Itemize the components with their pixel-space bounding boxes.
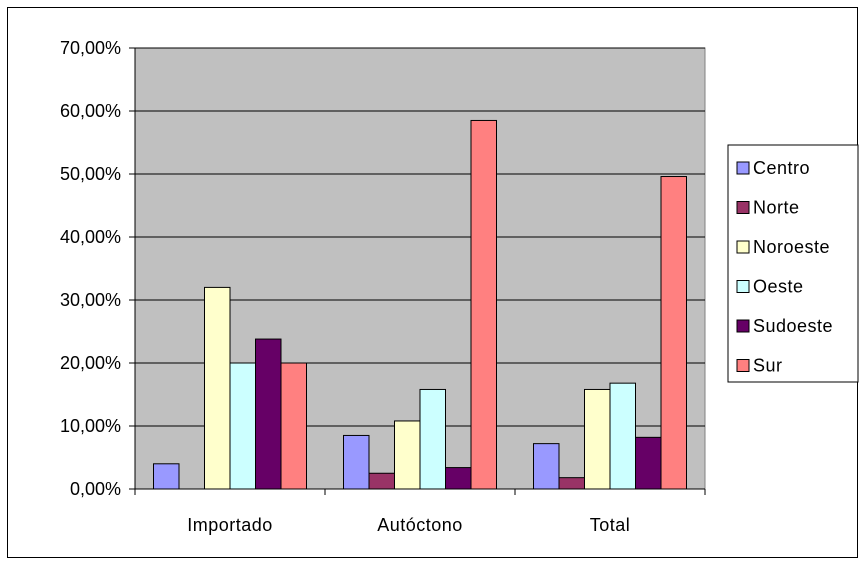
bar-centro-0 bbox=[153, 463, 180, 490]
bar-noroeste-2 bbox=[584, 388, 611, 490]
legend-label: Oeste bbox=[753, 277, 804, 297]
legend-swatch bbox=[736, 161, 750, 175]
x-category-label: Autóctono bbox=[377, 515, 463, 535]
legend: Centro Norte Noroeste Oeste Sudoeste Sur bbox=[727, 144, 859, 383]
y-tick-label: 60,00% bbox=[60, 101, 121, 121]
legend-label: Centro bbox=[753, 158, 810, 178]
bar-sur-0 bbox=[280, 362, 307, 490]
bar-sur-1 bbox=[470, 119, 497, 490]
bar-sudoeste-1 bbox=[445, 467, 472, 490]
bars bbox=[153, 119, 687, 490]
legend-swatch bbox=[736, 201, 750, 214]
bar-centro-1 bbox=[343, 434, 370, 490]
bar-oeste-0 bbox=[229, 362, 256, 490]
y-tick-label: 10,00% bbox=[60, 416, 121, 436]
bar-noroeste-0 bbox=[204, 286, 231, 490]
legend-swatch bbox=[736, 240, 750, 254]
legend-label: Norte bbox=[753, 198, 800, 218]
y-tick-label: 30,00% bbox=[60, 290, 121, 310]
bar-sudoeste-2 bbox=[635, 436, 662, 490]
legend-label: Noroeste bbox=[753, 237, 830, 257]
legend-swatch bbox=[736, 359, 750, 372]
x-category-label: Total bbox=[590, 515, 631, 535]
y-tick-label: 20,00% bbox=[60, 353, 121, 373]
legend-swatch bbox=[736, 280, 750, 293]
bar-oeste-2 bbox=[609, 382, 636, 490]
legend-swatch bbox=[736, 319, 750, 333]
bar-norte-1 bbox=[368, 472, 395, 490]
bar-oeste-1 bbox=[419, 388, 446, 490]
bar-centro-2 bbox=[533, 443, 560, 490]
y-tick-label: 40,00% bbox=[60, 227, 121, 247]
bar-sudoeste-0 bbox=[255, 338, 282, 490]
y-tick-label: 70,00% bbox=[60, 38, 121, 58]
legend-label: Sudoeste bbox=[753, 316, 833, 336]
bar-noroeste-1 bbox=[394, 420, 421, 490]
y-axis-ticks: 0,00% 10,00% 20,00% 30,00% 40,00% 50,00% 60,00… bbox=[60, 38, 135, 499]
legend-label: Sur bbox=[753, 356, 783, 376]
x-axis-categories: Importado Autóctono Total bbox=[134, 489, 706, 535]
bar-sur-2 bbox=[660, 176, 687, 490]
y-tick-label: 0,00% bbox=[70, 479, 121, 499]
y-tick-label: 50,00% bbox=[60, 164, 121, 184]
bar-norte-2 bbox=[558, 477, 585, 490]
x-category-label: Importado bbox=[187, 515, 273, 535]
legend-box bbox=[727, 144, 859, 383]
axes bbox=[134, 48, 705, 490]
